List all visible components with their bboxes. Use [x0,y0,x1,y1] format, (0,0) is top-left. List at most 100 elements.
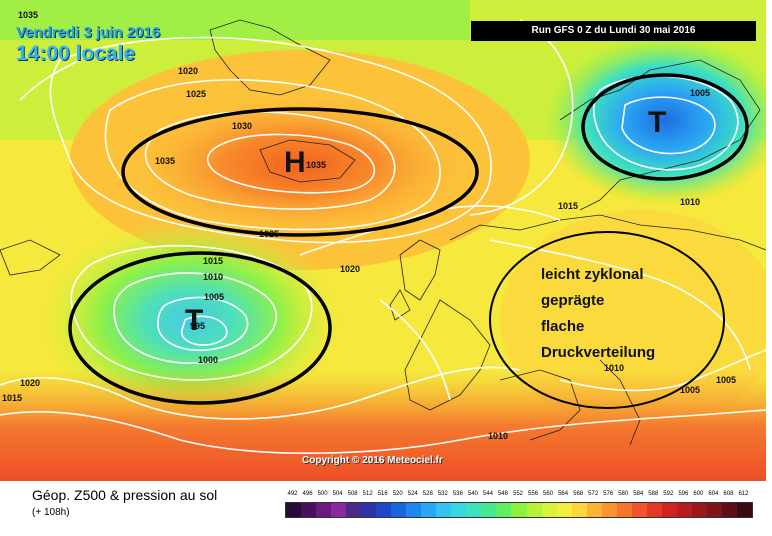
annotation-line: geprägte [541,292,605,309]
color-scale-swatch [436,503,452,517]
isobar-label: 1030 [232,121,253,131]
color-scale-swatch [661,503,677,517]
color-scale-tick: 524 [407,491,418,497]
isobar-label: 1010 [680,197,701,207]
color-scale-swatch [511,503,527,517]
forecast-date: Vendredi 3 juin 2016 [16,24,161,41]
color-scale-tick: 600 [693,491,704,497]
right-edge-strip [766,0,772,481]
color-scale-tick: 532 [437,491,448,497]
color-scale-tick: 528 [422,491,433,497]
color-scale-tick: 492 [287,491,298,497]
color-scale-swatch [691,503,707,517]
copyright: Copyright © 2016 Meteociel.fr [302,455,443,466]
annotation-line: leicht zyklonal [541,266,644,283]
color-scale-swatch [466,503,482,517]
color-scale-tick: 496 [302,491,313,497]
isobar-label: 1025 [186,89,207,99]
isobar-label: 1020 [178,66,199,76]
color-scale-swatch [286,503,302,517]
color-scale-swatch [481,503,497,517]
color-scale-tick: 588 [648,491,659,497]
isobar-label: 1010 [203,272,224,282]
annotation-line: Druckverteilung [541,344,656,361]
isobar-label: 1035 [18,10,39,20]
color-scale-swatch [721,503,737,517]
coastlines [0,19,767,446]
analysis-ellipses [68,73,749,409]
color-scale-swatch [616,503,632,517]
color-scale-swatch [706,503,722,517]
isobar-label: 1020 [340,264,361,274]
color-scale-swatch [301,503,317,517]
color-scale-swatch [316,503,332,517]
color-scale-swatch [346,503,362,517]
isobar-label: 1005 [680,385,701,395]
color-scale-swatch [451,503,467,517]
color-scale-tick: 572 [588,491,599,497]
color-scale-tick: 504 [332,491,343,497]
color-scale-tick: 576 [603,491,614,497]
color-scale-tick: 500 [317,491,328,497]
color-scale-swatch [586,503,602,517]
color-scale-swatch [406,503,422,517]
color-scale-tick: 520 [392,491,403,497]
annotation-line: flache [541,318,585,335]
isobar-label: 1005 [716,375,737,385]
color-scale-tick: 516 [377,491,388,497]
atlantic-low-symbol: T [185,304,204,337]
atlantic-low-value: 995 [190,321,206,331]
color-scale-labels: 492 496 500 504 508 512 516 520 524 528 532 536 540 5… [283,491,753,501]
color-scale-swatch [736,503,752,517]
color-scale-swatch [556,503,572,517]
legend-title: Géop. Z500 & pression au sol [32,487,218,503]
color-scale-bar [285,502,753,518]
color-scale-tick: 544 [482,491,493,497]
color-scale-tick: 568 [573,491,584,497]
color-scale-swatch [631,503,647,517]
legend-footer: Géop. Z500 & pression au sol (+ 108h) 49… [0,481,772,536]
color-scale-swatch [601,503,617,517]
annotation-text: leicht zyklonal geprägte flache Druckver… [541,262,655,366]
color-scale-swatch [391,503,407,517]
color-scale-tick: 604 [708,491,719,497]
scandinavia-low-value: 1005 [690,88,711,98]
isobar-label: 1015 [203,256,224,266]
isobar-label: 1020 [20,378,41,388]
color-scale-tick: 556 [528,491,539,497]
high-field [130,95,470,235]
color-scale-swatch [421,503,437,517]
color-scale-tick: 608 [723,491,734,497]
color-scale-swatch [526,503,542,517]
color-scale-tick: 540 [467,491,478,497]
color-scale-tick: 612 [738,491,749,497]
north-field-green [0,0,470,40]
high-pressure-symbol: H [284,146,306,179]
atlantic-low-ellipse [68,251,332,405]
annotation-ellipse [489,231,725,409]
high-pressure-ellipse [121,107,479,237]
color-scale-tick: 564 [558,491,569,497]
color-scale-tick: 560 [543,491,554,497]
color-scale-tick: 592 [663,491,674,497]
color-scale-tick: 548 [497,491,508,497]
color-scale-swatch [646,503,662,517]
color-scale-tick: 596 [678,491,689,497]
isobars [0,19,767,454]
color-scale-swatch [376,503,392,517]
color-scale-swatch [541,503,557,517]
color-scale-tick: 584 [633,491,644,497]
color-scale-swatch [571,503,587,517]
isobar-label: 1025 [259,229,280,239]
isobar-label: 1010 [604,363,625,373]
weather-map [0,0,772,481]
color-scale-swatch [361,503,377,517]
color-scale-tick: 512 [362,491,373,497]
high-pressure-value: 1035 [306,160,327,170]
isobar-label: 1005 [204,292,225,302]
isobar-label: 1015 [2,393,23,403]
scandinavia-low-field [545,35,772,205]
color-scale-swatch [496,503,512,517]
color-scale-swatch [331,503,347,517]
